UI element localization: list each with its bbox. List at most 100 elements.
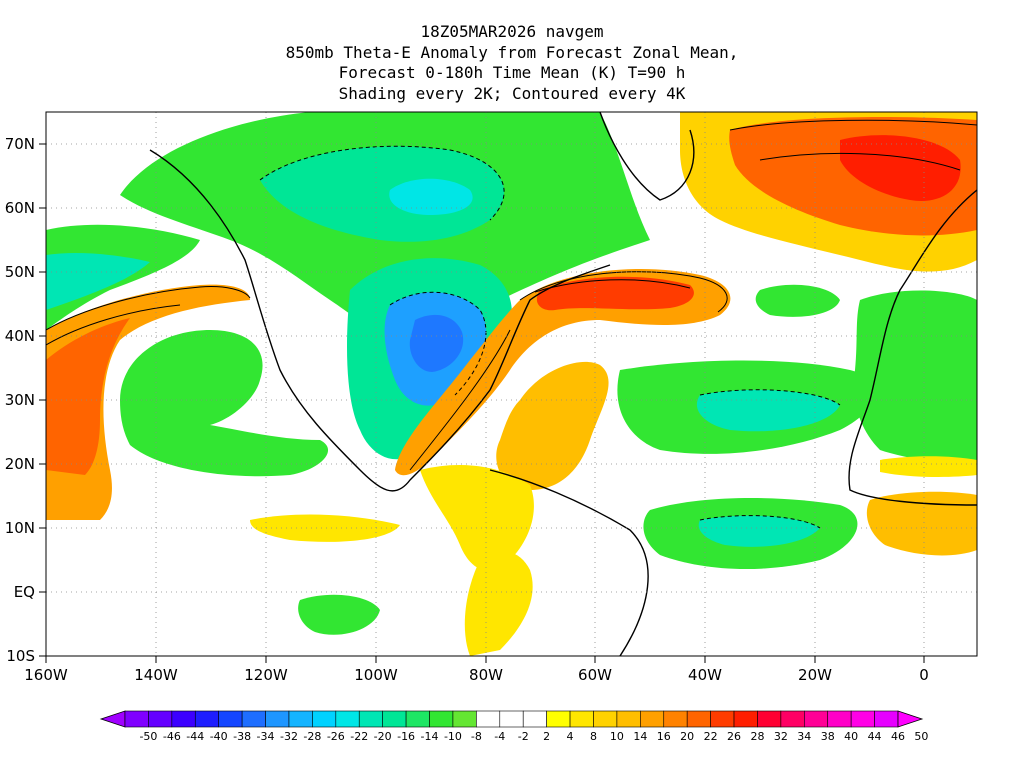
colorbar-label: -28 [303,730,321,743]
colorbar-swatch [546,710,571,728]
coastline-europe-africa [848,189,977,506]
colorbar-label: -32 [280,730,298,743]
colorbar-swatch [288,710,313,728]
colorbar-label: 44 [868,730,882,743]
colorbar-swatch [616,710,641,728]
colorbar-label: 2 [543,730,550,743]
colorbar-swatch [218,710,243,728]
colorbar-swatch [382,710,407,728]
x-axis-labels: 160W 140W 120W 100W 80W 60W 40W 20W 0 [24,666,929,684]
colorbar-arrow-high [897,710,924,728]
anomaly-region-atlantic-band [395,268,731,476]
x-tick-label: 20W [798,666,832,684]
y-axis-labels: 70N 60N 50N 40N 30N 20N 10N EQ 10S [5,135,35,665]
anomaly-region-pacific-swirl [120,330,329,477]
y-tick-label: 50N [5,263,35,281]
colorbar-swatch [358,710,383,728]
x-tick-label: 60W [578,666,612,684]
shaded-field [46,112,977,656]
title-line-1: 18Z05MAR2026 navgem [420,22,604,41]
anomaly-region-pacific-north-core [46,252,150,310]
title-line-2: 850mb Theta-E Anomaly from Forecast Zona… [285,43,739,62]
y-tick-label: 10N [5,519,35,537]
y-tick-label: 20N [5,455,35,473]
colorbar-label: -26 [327,730,345,743]
x-tick-label: 80W [469,666,503,684]
anomaly-region-atlantic-band-core [536,276,694,311]
colorbar-label: -38 [233,730,251,743]
colorbar-label: -10 [444,730,462,743]
colorbar-label: 40 [844,730,858,743]
anomaly-region-canada-core [260,146,505,242]
grid-lines [46,112,977,656]
map-frame [45,111,978,657]
x-tick-label: 140W [134,666,178,684]
contour-line-gulf-stream [409,329,511,471]
colorbar-label: -50 [139,730,157,743]
contour-line-equatorial-atlantic [699,515,821,529]
colorbar-swatch [522,710,547,728]
colorbar-swatch [640,710,665,728]
x-tick-label: 120W [244,666,288,684]
anomaly-region-gulf [420,465,534,571]
colorbar-swatch [710,710,735,728]
colorbar-label: 16 [657,730,671,743]
colorbar-swatch [569,710,594,728]
colorbar-swatch [827,710,852,728]
anomaly-region-north-atlantic-max [840,135,961,201]
colorbar-swatch [405,710,430,728]
coastline-greenland [599,112,695,201]
colorbar-label: 14 [633,730,647,743]
colorbar-label: 46 [891,730,905,743]
colorbar-label: -14 [421,730,439,743]
anomaly-region-east-atlantic [755,284,840,317]
colorbar-swatch [265,710,290,728]
colorbar-arrow-low [99,710,126,728]
colorbar-swatch [850,710,875,728]
colorbar-swatch [429,710,454,728]
anomaly-region-europe-green [853,290,977,462]
colorbar-swatch [148,710,173,728]
contour-line-north-atlantic-inner [759,152,961,171]
anomaly-region-subtropical-atlantic [496,361,609,490]
y-tick-label: 60N [5,199,35,217]
anomaly-region-south-america [464,551,533,656]
colorbar-swatch [874,710,899,728]
anomaly-region-east-pacific-yellow [250,514,400,542]
y-tick-label: 30N [5,391,35,409]
y-tick-label: EQ [14,583,35,601]
anomaly-region-sahel [880,456,977,477]
colorbar-swatch [452,710,477,728]
x-tick-label: 0 [919,666,929,684]
contour-line-pacific-arc-inner [46,304,181,346]
colorbar-swatch [663,710,688,728]
colorbar-label: 20 [680,730,694,743]
contour-line-us-trough [389,291,487,396]
anomaly-region-pacific-arc-core [46,318,130,475]
title-line-3: Forecast 0-180h Time Mean (K) T=90 h [338,63,686,82]
colorbar-swatch [171,710,196,728]
colorbar-swatch [780,710,805,728]
title-line-4: Shading every 2K; Contoured every 4K [338,84,686,103]
colorbar-label: 8 [590,730,597,743]
anomaly-region-south-pacific-green [298,594,380,635]
colorbar-label: -40 [210,730,228,743]
contour-line-atlantic-band [519,271,728,313]
colorbar-label: 10 [610,730,624,743]
colorbar-swatch [804,710,829,728]
x-tick-label: 40W [688,666,722,684]
colorbar-label: -4 [494,730,505,743]
colorbar-swatch [686,710,711,728]
colorbar-label: 26 [727,730,741,743]
colorbar-swatch [124,710,149,728]
axis-ticks [39,143,925,663]
colorbar-swatch [593,710,618,728]
colorbar-label: -44 [186,730,204,743]
colorbar-swatch [241,710,266,728]
colorbar-label: -2 [518,730,529,743]
anomaly-region-tropical-atlantic-core [696,389,840,432]
colorbar-label: -20 [374,730,392,743]
colorbar-swatch [194,710,219,728]
colorbar-swatch [757,710,782,728]
